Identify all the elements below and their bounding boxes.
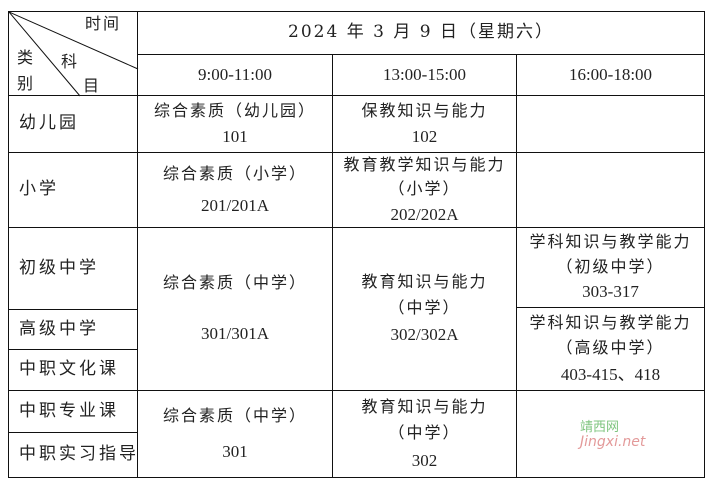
subject-code: 202/202A bbox=[390, 204, 459, 224]
subject-level: （高级中学） bbox=[556, 338, 665, 358]
row-label-voc-practice: 中职实习指导 bbox=[8, 432, 138, 478]
time-text: 9:00-11:00 bbox=[198, 65, 272, 85]
row-label-text: 小学 bbox=[19, 179, 59, 200]
date-text: 2024 年 3 月 9 日（星期六） bbox=[288, 22, 554, 43]
subject-code: 301/301A bbox=[201, 324, 269, 344]
subject-code: 302/302A bbox=[390, 325, 459, 345]
cell-secondary-morning: 综合素质（中学） 301/301A bbox=[137, 227, 333, 391]
row-label-kindergarten: 幼儿园 bbox=[8, 95, 138, 153]
row-label-text: 初级中学 bbox=[19, 257, 99, 278]
subject-code: 201/201A bbox=[201, 195, 269, 215]
row-label-text: 高级中学 bbox=[19, 318, 99, 339]
cell-primary-afternoon: 教育教学知识与能力 （小学） 202/202A bbox=[332, 152, 517, 228]
cell-voc-morning: 综合素质（中学） 301 bbox=[137, 390, 333, 478]
row-label-text: 幼儿园 bbox=[19, 113, 79, 134]
row-label-junior: 初级中学 bbox=[8, 227, 138, 310]
row-label-voc-culture: 中职文化课 bbox=[8, 349, 138, 391]
cell-primary-evening-empty bbox=[516, 152, 705, 228]
subject-level: （小学） bbox=[388, 179, 461, 199]
subject-level: （中学） bbox=[388, 423, 461, 443]
diagonal-lines bbox=[9, 12, 139, 97]
subject-name: 综合素质（幼儿园） bbox=[153, 100, 316, 120]
corner-subject-2: 目 bbox=[83, 76, 102, 95]
corner-subject-1: 科 bbox=[61, 52, 80, 71]
subject-name: 学科知识与教学能力 bbox=[529, 313, 692, 333]
subject-name: 保教知识与能力 bbox=[361, 100, 488, 120]
subject-name: 综合素质（中学） bbox=[162, 273, 307, 293]
row-label-text: 中职实习指导 bbox=[19, 444, 139, 465]
subject-code: 303-317 bbox=[582, 282, 639, 302]
subject-code: 102 bbox=[411, 126, 438, 146]
time-slot-afternoon: 13:00-15:00 bbox=[332, 54, 517, 96]
cell-kg-morning: 综合素质（幼儿园） 101 bbox=[137, 95, 333, 153]
subject-name: 教育知识与能力 bbox=[361, 272, 488, 292]
corner-category-2: 别 bbox=[17, 74, 36, 93]
cell-kg-afternoon: 保教知识与能力 102 bbox=[332, 95, 517, 153]
cell-voc-evening-empty bbox=[516, 390, 705, 478]
subject-level: （初级中学） bbox=[556, 256, 665, 276]
cell-voc-afternoon: 教育知识与能力 （中学） 302 bbox=[332, 390, 517, 478]
row-label-senior: 高级中学 bbox=[8, 309, 138, 350]
subject-name: 综合素质（中学） bbox=[162, 405, 307, 425]
subject-code: 302 bbox=[411, 450, 438, 470]
cell-senior-evening: 学科知识与教学能力 （高级中学） 403-415、418 bbox=[516, 307, 705, 391]
time-slot-morning: 9:00-11:00 bbox=[137, 54, 333, 96]
corner-time-label: 时间 bbox=[85, 14, 122, 33]
subject-name: 教育知识与能力 bbox=[361, 397, 488, 417]
date-header: 2024 年 3 月 9 日（星期六） bbox=[137, 11, 705, 55]
row-label-primary: 小学 bbox=[8, 152, 138, 228]
time-text: 16:00-18:00 bbox=[568, 65, 653, 85]
row-label-text: 中职专业课 bbox=[19, 400, 119, 421]
subject-code: 101 bbox=[222, 126, 248, 146]
subject-name: 教育教学知识与能力 bbox=[343, 155, 506, 175]
corner-category-1: 类 bbox=[17, 48, 36, 67]
row-label-voc-major: 中职专业课 bbox=[8, 390, 138, 433]
time-text: 13:00-15:00 bbox=[382, 65, 467, 85]
subject-code: 403-415、418 bbox=[560, 364, 661, 384]
corner-header-cell: 时间 类 别 科 目 bbox=[8, 11, 139, 97]
row-label-text: 中职文化课 bbox=[19, 359, 119, 380]
cell-secondary-afternoon: 教育知识与能力 （中学） 302/302A bbox=[332, 227, 517, 391]
subject-name: 学科知识与教学能力 bbox=[529, 232, 692, 252]
cell-junior-evening: 学科知识与教学能力 （初级中学） 303-317 bbox=[516, 227, 705, 308]
subject-name: 综合素质（小学） bbox=[162, 163, 307, 183]
time-slot-evening: 16:00-18:00 bbox=[516, 54, 705, 96]
cell-kg-evening-empty bbox=[516, 95, 705, 153]
subject-code: 301 bbox=[222, 441, 248, 461]
subject-level: （中学） bbox=[388, 298, 461, 318]
cell-primary-morning: 综合素质（小学） 201/201A bbox=[137, 152, 333, 228]
